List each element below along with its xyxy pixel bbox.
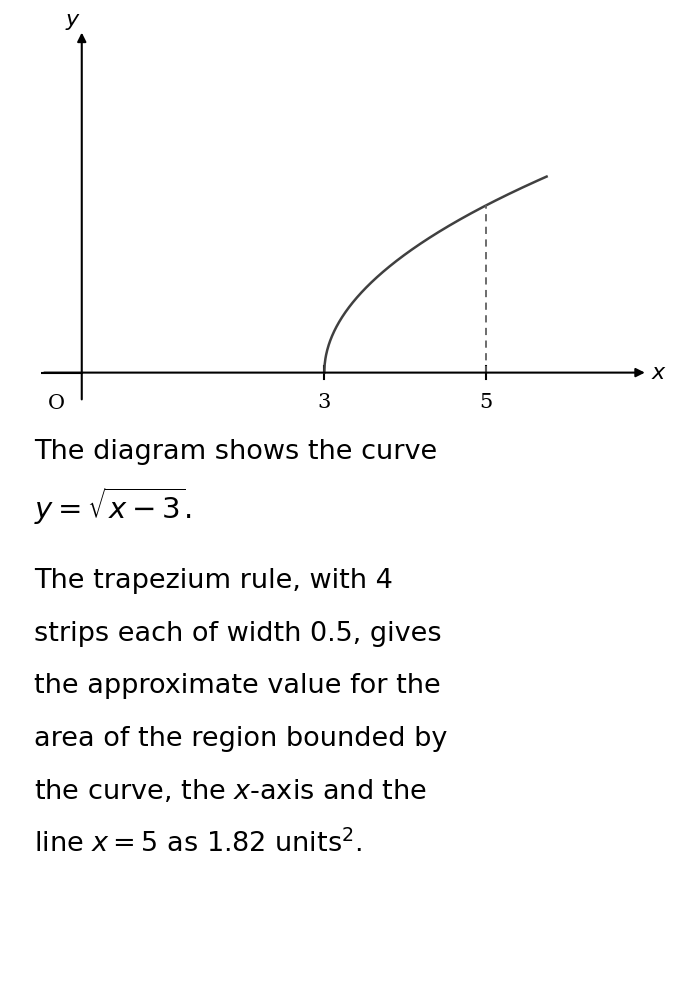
Text: $y = \sqrt{x - 3}.$: $y = \sqrt{x - 3}.$ (34, 486, 192, 527)
Text: the curve, the $x$-axis and the: the curve, the $x$-axis and the (34, 778, 427, 805)
Text: 3: 3 (318, 392, 331, 412)
Text: The diagram shows the curve: The diagram shows the curve (34, 439, 438, 465)
Text: x: x (652, 362, 665, 382)
Text: the approximate value for the: the approximate value for the (34, 673, 441, 699)
Text: O: O (48, 394, 64, 413)
Text: 5: 5 (480, 392, 493, 412)
Text: strips each of width 0.5, gives: strips each of width 0.5, gives (34, 621, 442, 646)
Text: The trapezium rule, with 4: The trapezium rule, with 4 (34, 568, 393, 594)
Text: line $x = 5$ as 1.82 units$^2$.: line $x = 5$ as 1.82 units$^2$. (34, 830, 362, 858)
Text: area of the region bounded by: area of the region bounded by (34, 726, 448, 752)
Text: y: y (65, 10, 79, 30)
